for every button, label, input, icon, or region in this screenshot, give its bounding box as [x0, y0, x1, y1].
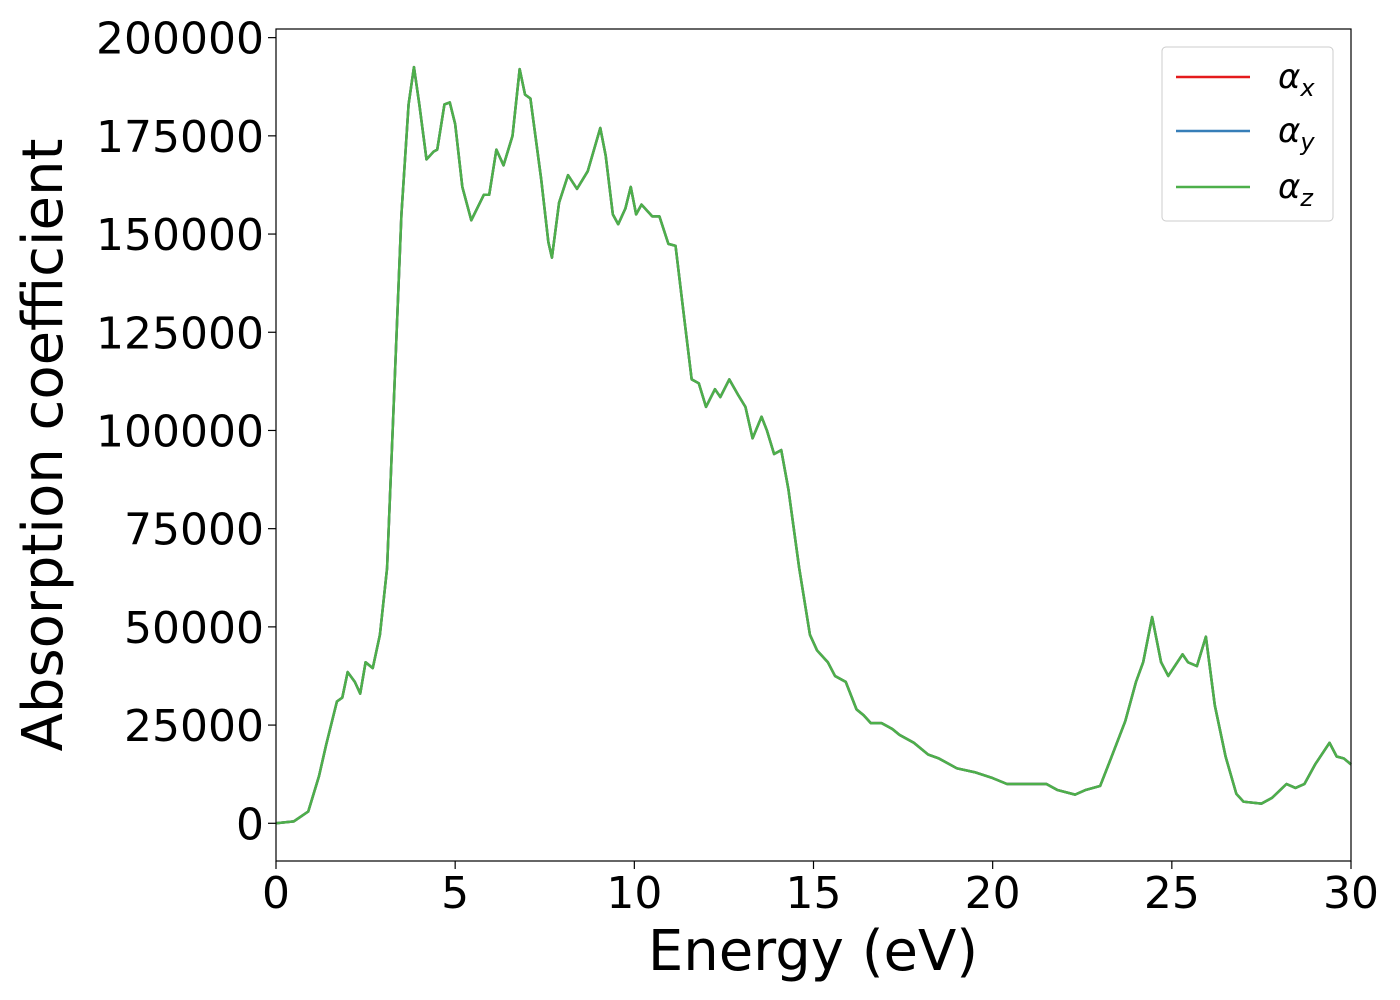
y-tick-label: 25000: [124, 701, 264, 752]
x-tick-label: 0: [262, 868, 290, 919]
y-tick-label: 150000: [96, 210, 264, 261]
legend-box: [1161, 46, 1334, 222]
y-tick-label: 50000: [124, 603, 264, 654]
data-line: [275, 65, 1352, 825]
y-tick-label: 0: [236, 799, 264, 850]
legend-label: αx: [1278, 57, 1315, 102]
plot-frame: [275, 28, 1352, 862]
y-tick-label: 100000: [96, 406, 264, 457]
x-axis-label: Energy (eV): [648, 919, 978, 984]
y-tick-label: 200000: [96, 14, 264, 65]
legend-label: αz: [1278, 167, 1314, 212]
x-tick-label: 20: [965, 868, 1021, 919]
y-axis-label: Absorption coefficient: [11, 139, 76, 752]
x-tick-label: 15: [786, 868, 842, 919]
x-tick-label: 30: [1323, 868, 1379, 919]
y-tick-label: 75000: [124, 505, 264, 556]
y-tick-label: 125000: [96, 308, 264, 359]
y-tick-label: 175000: [96, 112, 264, 163]
x-tick-label: 10: [606, 868, 662, 919]
legend: αx αy αz: [1161, 46, 1334, 222]
legend-label: αy: [1278, 111, 1315, 156]
x-tick-label: 5: [441, 868, 469, 919]
x-tick-label: 25: [1144, 868, 1200, 919]
